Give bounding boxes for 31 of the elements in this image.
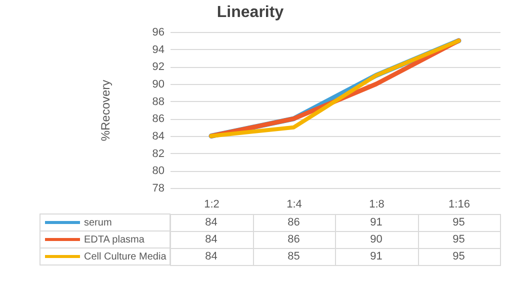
y-tick-label: 94 (152, 44, 164, 56)
data-label: 86 (288, 234, 300, 246)
data-label: 95 (452, 216, 465, 228)
data-label: 95 (452, 250, 465, 262)
data-label: 85 (288, 250, 300, 262)
y-tick-label: 80 (152, 165, 164, 178)
y-axis-title: %Recovery (98, 80, 112, 142)
data-label: 95 (452, 234, 465, 246)
y-tick-label: 78 (152, 182, 164, 194)
legend-label: Cell Culture Media (84, 252, 167, 262)
x-tick-label: 1:16 (448, 198, 470, 210)
y-tick-label: 96 (152, 26, 164, 38)
data-label: 84 (205, 234, 218, 246)
legend-label: EDTA plasma (84, 234, 145, 246)
y-tick-label: 86 (152, 113, 164, 126)
y-tick-label: 88 (152, 96, 164, 108)
x-tick-label: 1:2 (204, 198, 220, 210)
y-tick-label: 84 (152, 130, 164, 142)
x-tick-label: 1:8 (369, 198, 384, 210)
data-label: 90 (370, 234, 382, 246)
chart-title: Linearity (216, 4, 284, 21)
data-label: 84 (205, 250, 218, 262)
data-label: 86 (288, 216, 300, 228)
data-label: 91 (370, 250, 382, 262)
y-tick-label: 90 (152, 78, 164, 90)
x-tick-label: 1:4 (286, 198, 302, 210)
data-label: 84 (205, 216, 218, 228)
y-tick-label: 92 (152, 61, 164, 74)
y-tick-label: 82 (152, 148, 164, 160)
legend-label: serum (84, 218, 112, 228)
data-label: 91 (370, 216, 382, 228)
